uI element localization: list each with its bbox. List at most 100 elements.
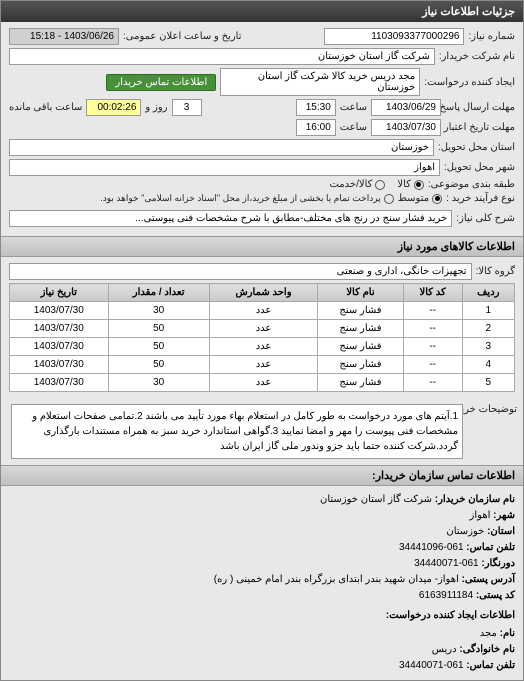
table-cell: --	[403, 374, 462, 392]
table-cell: عدد	[209, 338, 318, 356]
table-cell: فشار سنج	[318, 320, 403, 338]
req-number-label: شماره نیاز:	[468, 31, 515, 42]
c-province-value: خوزستان	[446, 526, 484, 537]
table-body: 1--فشار سنجعدد301403/07/302--فشار سنجعدد…	[10, 302, 515, 392]
table-cell: 1403/07/30	[10, 338, 109, 356]
province-value: خوزستان	[9, 139, 434, 156]
th-0: ردیف	[462, 284, 514, 302]
table-cell: --	[403, 320, 462, 338]
city-value: اهواز	[9, 159, 440, 176]
cr-family-label: نام خانوادگی:	[459, 644, 515, 655]
table-cell: فشار سنج	[318, 338, 403, 356]
radio-service-input[interactable]	[375, 180, 385, 190]
validity-time: 16:00	[296, 119, 336, 136]
days-label: روز و	[145, 102, 167, 113]
row-need-title: شرح کلی نیاز: خرید فشار سنج در رنج های م…	[9, 210, 515, 227]
table-cell: --	[403, 356, 462, 374]
desc-text: 1.آیتم های مورد درخواست به طور کامل در ا…	[11, 404, 463, 459]
requester-label: ایجاد کننده درخواست:	[424, 77, 515, 88]
table-cell: فشار سنج	[318, 302, 403, 320]
table-row: 4--فشار سنجعدد501403/07/30	[10, 356, 515, 374]
table-cell: --	[403, 338, 462, 356]
table-cell: فشار سنج	[318, 356, 403, 374]
radio-goods-label: کالا	[397, 179, 411, 190]
goods-table: ردیف کد کالا نام کالا واحد شمارش تعداد /…	[9, 283, 515, 392]
table-cell: 2	[462, 320, 514, 338]
c-city-label: شهر:	[493, 510, 515, 521]
row-category: طبقه بندی موضوعی: کالا کالا/خدمت	[9, 179, 515, 190]
validity-date: 1403/07/30	[371, 119, 441, 136]
th-3: واحد شمارش	[209, 284, 318, 302]
need-title-value: خرید فشار سنج در رنج های مختلف-مطابق با …	[9, 210, 452, 227]
announce-value: 1403/06/26 - 15:18	[9, 28, 119, 45]
table-row: 2--فشار سنجعدد501403/07/30	[10, 320, 515, 338]
deadline-time: 15:30	[296, 99, 336, 116]
radio-medium-input[interactable]	[432, 194, 442, 204]
req-number-value: 1103093377000296	[324, 28, 464, 45]
contact-province: استان: خوزستان	[9, 524, 515, 540]
th-5: تاریخ نیاز	[10, 284, 109, 302]
row-province: استان محل تحویل: خوزستان	[9, 139, 515, 156]
radio-service-label: کالا/خدمت	[329, 179, 372, 190]
desc-label: توضیحات خریدار:	[467, 400, 517, 415]
radio-medium[interactable]: متوسط	[398, 193, 442, 204]
radio-service[interactable]: کالا/خدمت	[329, 179, 385, 190]
days-value: 3	[172, 99, 202, 116]
main-panel: جزئیات اطلاعات نیاز شماره نیاز: 11030933…	[0, 0, 524, 681]
table-row: 1--فشار سنجعدد301403/07/30	[10, 302, 515, 320]
radio-goods-input[interactable]	[414, 180, 424, 190]
c-province-label: استان:	[487, 526, 515, 537]
contact-section-title: اطلاعات تماس سازمان خریدار:	[1, 465, 523, 486]
c-phone-value: 061-34441096	[399, 542, 464, 553]
deadline-label: مهلت ارسال پاسخ: تا تاریخ:	[445, 102, 515, 113]
row-requester: ایجاد کننده درخواست: مجد دریس خرید کالا …	[9, 68, 515, 96]
th-4: تعداد / مقدار	[108, 284, 209, 302]
th-2: نام کالا	[318, 284, 403, 302]
table-cell: 50	[108, 356, 209, 374]
panel-header: جزئیات اطلاعات نیاز	[1, 1, 523, 22]
table-cell: 50	[108, 320, 209, 338]
table-row: 5--فشار سنجعدد301403/07/30	[10, 374, 515, 392]
need-title-label: شرح کلی نیاز:	[456, 213, 515, 224]
row-city: شهر محل تحویل: اهواز	[9, 159, 515, 176]
table-cell: فشار سنج	[318, 374, 403, 392]
contact-city: شهر: اهواز	[9, 508, 515, 524]
province-label: استان محل تحویل:	[438, 142, 515, 153]
creator-family: نام خانوادگی: دریس	[9, 642, 515, 658]
deadline-date: 1403/06/29	[371, 99, 441, 116]
panel-title: جزئیات اطلاعات نیاز	[422, 6, 515, 18]
table-cell: 3	[462, 338, 514, 356]
remaining-label: ساعت باقی مانده	[9, 102, 82, 113]
validity-label: مهلت تاریخ اعتبار پاسخ: تا تاریخ:	[445, 122, 515, 133]
contact-postal: کد پستی: 6163911184	[9, 588, 515, 604]
description-row: توضیحات خریدار: 1.آیتم های مورد درخواست …	[1, 398, 523, 465]
contact-org: نام سازمان خریدار: شرکت گاز استان خوزستا…	[9, 492, 515, 508]
contact-fax: دورنگار: 061-34440071	[9, 556, 515, 572]
row-deadline: مهلت ارسال پاسخ: تا تاریخ: 1403/06/29 سا…	[9, 99, 515, 116]
cr-family-value: دریس	[432, 644, 457, 655]
table-cell: عدد	[209, 356, 318, 374]
remaining-time: 00:02:26	[86, 99, 141, 116]
category-radio-group: کالا کالا/خدمت	[329, 179, 423, 190]
org-label: نام سازمان خریدار:	[435, 494, 515, 505]
cr-phone-label: تلفن تماس:	[466, 660, 515, 671]
radio-goods[interactable]: کالا	[397, 179, 424, 190]
th-1: کد کالا	[403, 284, 462, 302]
buyer-value: شرکت گاز استان خوزستان	[9, 48, 435, 65]
creator-section-title: اطلاعات ایجاد کننده درخواست:	[9, 608, 515, 624]
org-value: شرکت گاز استان خوزستان	[320, 494, 432, 505]
table-cell: 4	[462, 356, 514, 374]
row-process: نوع فرآیند خرید : متوسط پرداخت تمام یا ب…	[9, 193, 515, 204]
table-cell: 1	[462, 302, 514, 320]
contact-address: آدرس پستی: اهواز- میدان شهید بندر ابتدای…	[9, 572, 515, 588]
row-group: گروه کالا: تجهیزات خانگی، اداری و صنعتی	[9, 263, 515, 280]
time-label-2: ساعت	[340, 122, 367, 133]
table-cell: 30	[108, 374, 209, 392]
contact-buyer-button[interactable]: اطلاعات تماس خریدار	[106, 74, 216, 91]
table-cell: عدد	[209, 302, 318, 320]
category-label: طبقه بندی موضوعی:	[428, 179, 515, 190]
table-cell: 1403/07/30	[10, 302, 109, 320]
table-cell: 1403/07/30	[10, 356, 109, 374]
creator-phone: تلفن تماس: 061-34440071	[9, 658, 515, 674]
creator-name: نام: مجد	[9, 626, 515, 642]
